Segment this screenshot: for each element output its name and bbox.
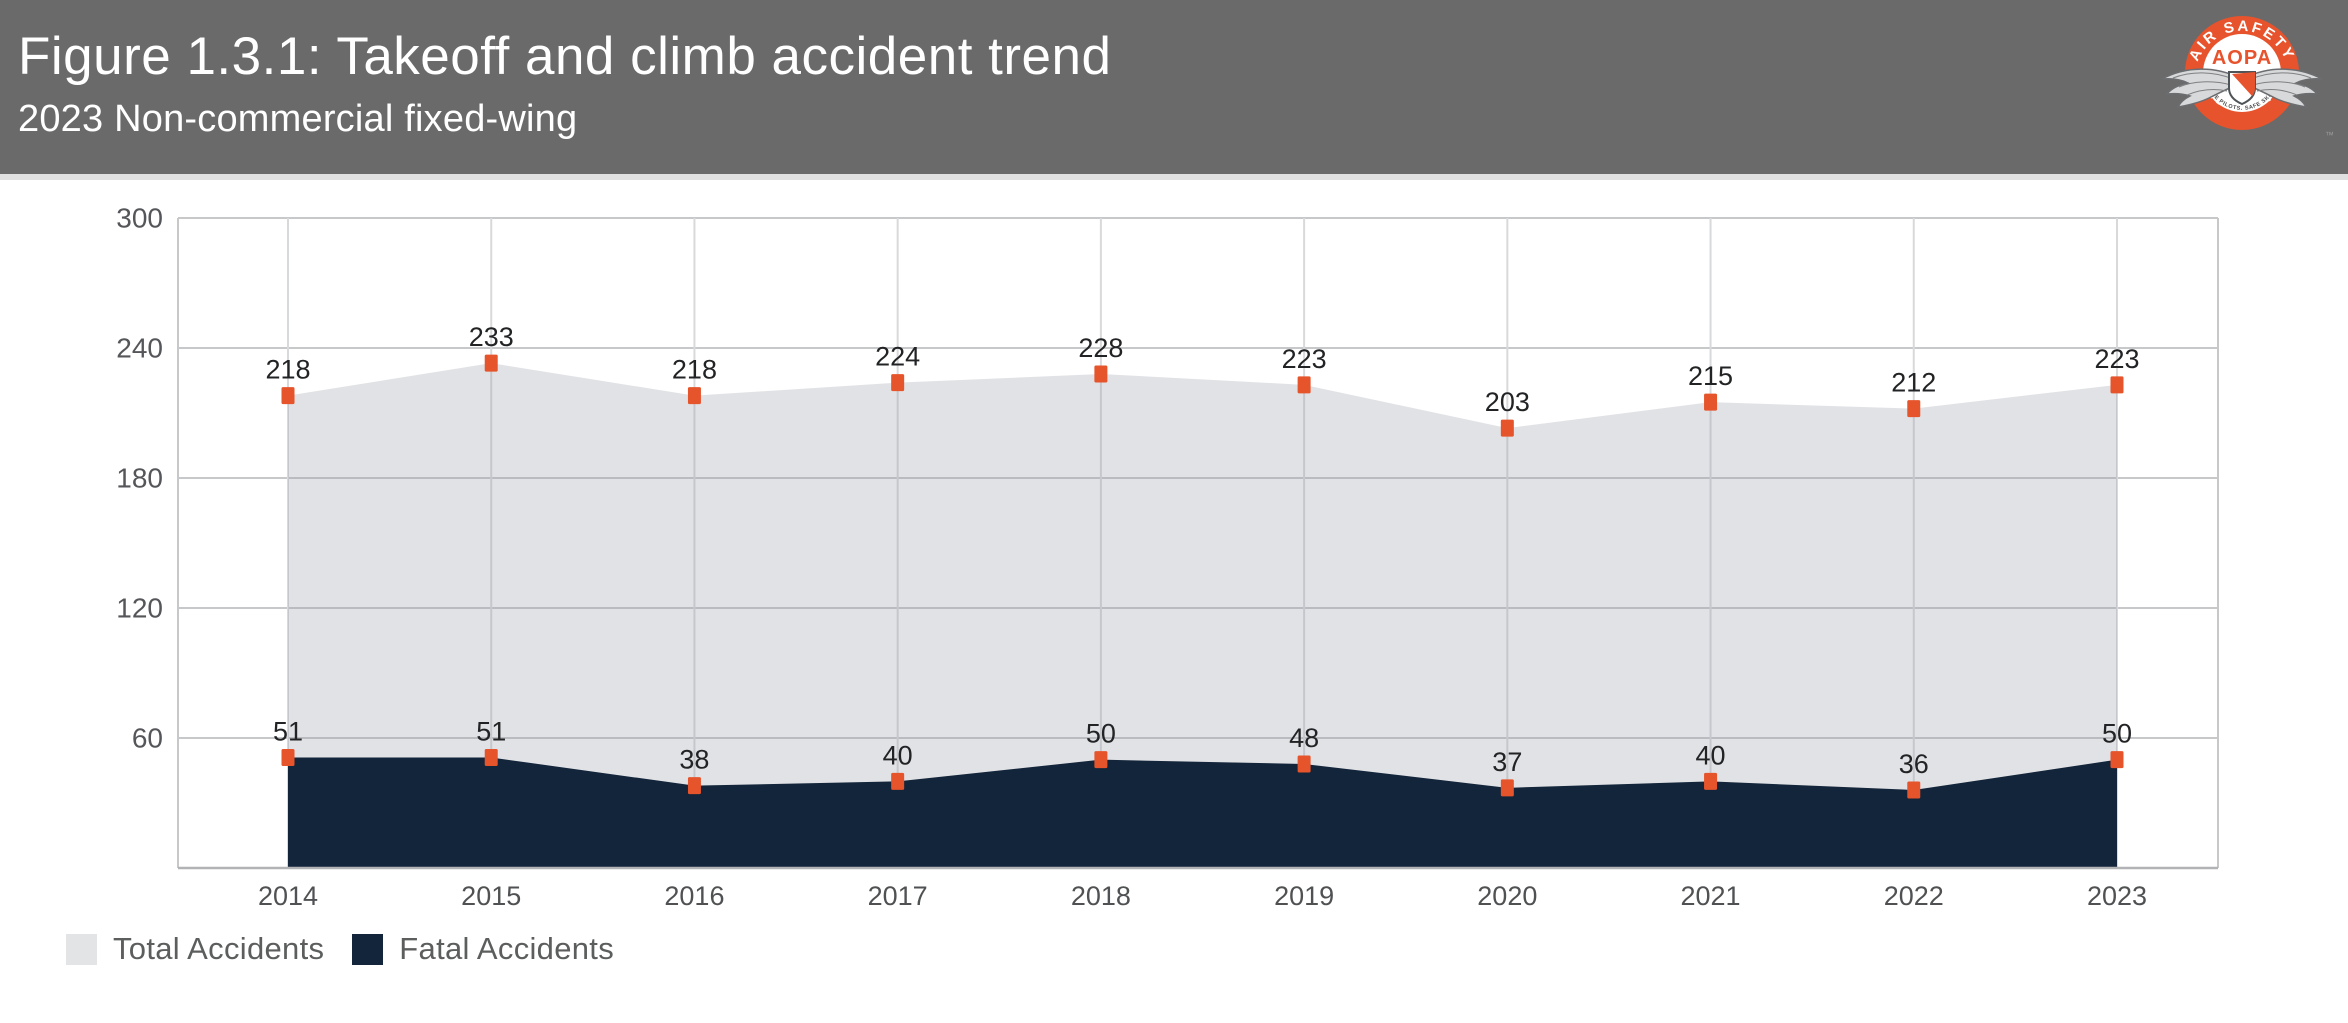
y-tick-label-300: 300 (116, 203, 163, 234)
data-label-fatal-accidents-2020: 37 (1492, 747, 1522, 777)
data-label-fatal-accidents-2014: 51 (273, 717, 303, 747)
y-tick-label-120: 120 (116, 593, 163, 624)
x-axis-label-2019: 2019 (1274, 881, 1334, 911)
y-tick-label-60: 60 (132, 723, 163, 754)
data-label-fatal-accidents-2015: 51 (476, 717, 506, 747)
data-label-fatal-accidents-2023: 50 (2102, 719, 2132, 749)
data-label-fatal-accidents-2018: 50 (1086, 719, 1116, 749)
logo-aopa-text: AOPA (2212, 47, 2272, 69)
x-axis-label-2014: 2014 (258, 881, 318, 911)
marker-fatal-accidents-2017 (891, 772, 905, 790)
legend-label: Fatal Accidents (399, 931, 615, 966)
chart-legend: Total Accidents Fatal Accidents (66, 931, 614, 967)
chart-areas (288, 363, 2117, 868)
marker-total-accidents-2015 (484, 354, 498, 372)
data-label-fatal-accidents-2021: 40 (1696, 740, 1726, 770)
data-label-total-accidents-2017: 224 (875, 342, 920, 372)
data-label-fatal-accidents-2016: 38 (679, 745, 709, 775)
data-label-total-accidents-2022: 212 (1891, 368, 1936, 398)
fatal-accidents-swatch (352, 933, 384, 965)
x-axis-label-2016: 2016 (664, 881, 724, 911)
marker-fatal-accidents-2015 (484, 749, 498, 766)
x-axis-label-2023: 2023 (2087, 881, 2147, 911)
fatal-accidents-area (288, 757, 2117, 868)
x-axis-label-2015: 2015 (461, 881, 521, 911)
marker-fatal-accidents-2014 (281, 749, 295, 766)
chart-gridlines (177, 217, 2219, 868)
legend-item-total-accidents: Total Accidents (66, 931, 324, 967)
marker-fatal-accidents-2021 (1704, 772, 1718, 790)
trend-chart: 60 120 180 240 300 2014 2015 2016 2017 2018 2019 20… (116, 203, 2219, 911)
marker-total-accidents-2023 (2110, 376, 2124, 394)
legend-label: Total Accidents (113, 931, 325, 966)
data-label-fatal-accidents-2022: 36 (1899, 749, 1929, 779)
total-accidents-area (288, 363, 2117, 868)
data-label-fatal-accidents-2017: 40 (883, 740, 913, 770)
marker-total-accidents-2014 (281, 387, 295, 405)
data-label-total-accidents-2015: 233 (469, 322, 514, 352)
figure-header: Figure 1.3.1: Takeoff and climb accident… (0, 0, 2348, 180)
logo-trademark: ™ (2325, 130, 2333, 140)
x-axis-label-2020: 2020 (1477, 881, 1537, 911)
data-label-total-accidents-2021: 215 (1688, 361, 1733, 391)
y-tick-label-240: 240 (116, 333, 163, 364)
marker-fatal-accidents-2019 (1297, 755, 1311, 773)
data-label-total-accidents-2016: 218 (672, 355, 717, 385)
data-label-total-accidents-2014: 218 (265, 355, 310, 385)
marker-fatal-accidents-2016 (687, 777, 701, 795)
marker-total-accidents-2020 (1500, 419, 1514, 437)
logo-wings (2161, 68, 2323, 109)
marker-total-accidents-2016 (687, 387, 701, 405)
y-tick-label-180: 180 (116, 463, 163, 494)
x-axis-label-2022: 2022 (1884, 881, 1944, 911)
aopa-air-safety-institute-logo: AIR SAFETY INSTITUTE AOPA SAFE PILOTS. S… (2153, 8, 2333, 140)
x-axis-label-2021: 2021 (1681, 881, 1741, 911)
marker-total-accidents-2022 (1907, 400, 1921, 418)
x-axis-label-2017: 2017 (868, 881, 928, 911)
marker-total-accidents-2017 (891, 374, 905, 392)
marker-fatal-accidents-2023 (2110, 751, 2124, 769)
legend-item-fatal-accidents: Fatal Accidents (352, 931, 614, 967)
logo-shield (2228, 71, 2256, 106)
x-axis-label-2018: 2018 (1071, 881, 1131, 911)
figure-subtitle: 2023 Non-commercial fixed-wing (18, 98, 578, 140)
marker-fatal-accidents-2022 (1907, 781, 1921, 799)
data-label-total-accidents-2023: 223 (2094, 344, 2139, 374)
total-accidents-swatch (66, 933, 97, 965)
marker-total-accidents-2019 (1297, 376, 1311, 394)
marker-total-accidents-2021 (1704, 393, 1718, 411)
marker-fatal-accidents-2020 (1500, 779, 1514, 797)
marker-fatal-accidents-2018 (1094, 751, 1108, 769)
data-label-total-accidents-2019: 223 (1282, 344, 1327, 374)
chart-axes: 60 120 180 240 300 2014 2015 2016 2017 2018 2019 20… (116, 203, 2218, 911)
figure-title: Figure 1.3.1: Takeoff and climb accident… (18, 27, 1112, 86)
data-label-total-accidents-2018: 228 (1078, 333, 1123, 363)
data-label-fatal-accidents-2019: 48 (1289, 723, 1319, 753)
data-label-total-accidents-2020: 203 (1485, 387, 1530, 417)
chart-markers-and-labels: 218 233 218 224 228 223 203 215 212 223 51 51 38 40 50… (265, 322, 2140, 799)
marker-total-accidents-2018 (1094, 365, 1108, 383)
